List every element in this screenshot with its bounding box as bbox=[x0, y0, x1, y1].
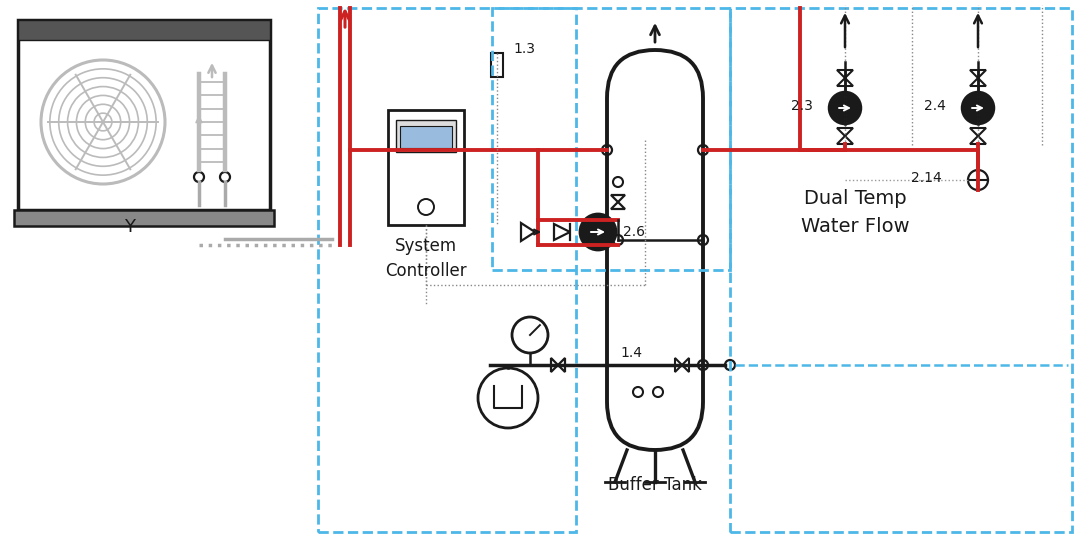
Text: Buffer Tank: Buffer Tank bbox=[608, 476, 702, 494]
Bar bbox=[18, 20, 270, 210]
Text: Dual Temp
Water Flow: Dual Temp Water Flow bbox=[800, 188, 909, 235]
FancyBboxPatch shape bbox=[607, 50, 703, 450]
Text: System
Controller: System Controller bbox=[386, 237, 467, 280]
Bar bbox=[400, 126, 453, 148]
Bar bbox=[491, 53, 503, 77]
Bar bbox=[14, 210, 274, 226]
Text: 2.6: 2.6 bbox=[623, 225, 645, 239]
Text: 2.14: 2.14 bbox=[912, 171, 942, 185]
Bar bbox=[18, 20, 270, 40]
Text: 1.4: 1.4 bbox=[620, 346, 642, 360]
FancyBboxPatch shape bbox=[388, 110, 464, 225]
Circle shape bbox=[829, 92, 861, 124]
Text: 2.4: 2.4 bbox=[924, 99, 946, 113]
Bar bbox=[396, 120, 456, 152]
Text: Y: Y bbox=[124, 218, 135, 236]
Text: 1.3: 1.3 bbox=[513, 42, 535, 56]
Circle shape bbox=[962, 92, 994, 124]
Circle shape bbox=[580, 214, 616, 250]
Text: 2.3: 2.3 bbox=[792, 99, 813, 113]
